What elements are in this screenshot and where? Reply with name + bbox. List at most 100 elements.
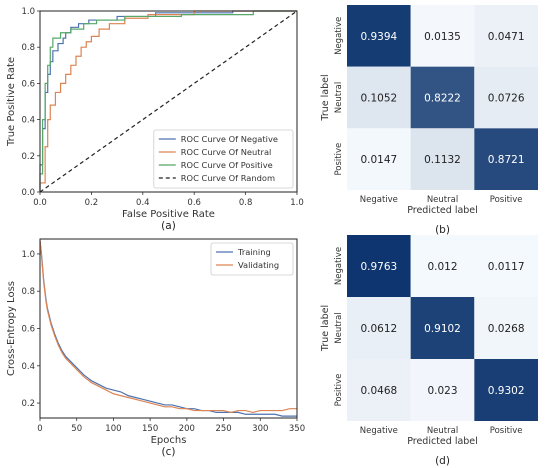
heatmap-cell xyxy=(347,5,411,67)
x-tick-label: 50 xyxy=(71,424,82,434)
cell-value: 0.1052 xyxy=(360,93,397,105)
x-tick-label: Positive xyxy=(490,426,523,436)
legend-entry: ROC Curve Of Positive xyxy=(181,160,273,170)
chart-panel-a: 0.0 0.2 0.4 0.6 0.8 1.0 0.0 0.2 0.4 0.6 0.8 1.0 Fals… xyxy=(6,7,304,232)
x-tick-label: 300 xyxy=(252,424,268,434)
chart-panel-b: 0.9394 0.0135 0.0471 0.1052 0.8222 0.0726 0.01… xyxy=(320,5,538,236)
y-tick-label: Neutral xyxy=(334,82,344,113)
x-tick-label: Negative xyxy=(360,426,398,436)
panel-label: (d) xyxy=(435,455,450,467)
heatmap-cell xyxy=(474,66,538,129)
heatmap-cell xyxy=(347,359,411,421)
heatmap-cell xyxy=(474,359,538,421)
legend: Training Validating xyxy=(210,242,294,276)
y-tick-label: 0.6 xyxy=(21,79,35,89)
x-axis-label: False Positive Rate xyxy=(122,209,215,220)
cell-value: 0.012 xyxy=(427,261,457,273)
cell-value: 0.9763 xyxy=(360,261,397,273)
heatmap-cell xyxy=(410,359,475,421)
y-tick-label: 0.2 xyxy=(21,399,35,409)
y-axis-label: True label xyxy=(320,74,331,121)
plot-frame xyxy=(39,238,298,419)
cell-value: 0.8222 xyxy=(424,93,461,105)
heatmap-cell xyxy=(474,5,538,67)
x-tick-label: Negative xyxy=(360,195,398,205)
x-tick-label: Neutral xyxy=(427,195,458,205)
series-line-2 xyxy=(39,240,297,414)
x-tick-label: 150 xyxy=(142,424,158,434)
cell-value: 0.9102 xyxy=(424,323,461,335)
cell-value: 0.0147 xyxy=(360,154,397,166)
heatmap-cell xyxy=(410,128,475,190)
legend-box xyxy=(153,129,294,189)
x-tick-label: 0.4 xyxy=(136,198,150,208)
legend-entry: Validating xyxy=(238,260,279,270)
x-tick-label: 350 xyxy=(289,424,305,434)
cell-value: 0.0117 xyxy=(488,261,525,273)
series-line-2 xyxy=(39,10,297,192)
cell-value: 0.0268 xyxy=(488,323,525,335)
heatmap-cell xyxy=(347,66,411,129)
x-tick-label: 1.0 xyxy=(290,198,304,208)
heatmap-cell xyxy=(474,235,538,297)
legend-box xyxy=(210,242,294,276)
heatmap-cell xyxy=(347,297,411,359)
cell-value: 0.0135 xyxy=(424,31,461,43)
x-tick-label: 0.8 xyxy=(239,198,253,208)
panel-label: (b) xyxy=(435,224,450,236)
x-tick-label: 250 xyxy=(215,424,231,434)
heatmap-cell xyxy=(410,5,475,67)
legend-entry: ROC Curve Of Random xyxy=(181,173,275,183)
y-tick-label: Neutral xyxy=(334,312,344,343)
chart-panel-d: 0.9763 0.012 0.0117 0.0612 0.9102 0.0268 0.046… xyxy=(320,235,538,467)
legend-entry: Training xyxy=(237,247,271,257)
panel-label: (c) xyxy=(162,446,176,458)
y-tick-label: 1.0 xyxy=(21,250,35,260)
heatmap-cell xyxy=(410,66,475,129)
x-tick-label: 0.6 xyxy=(187,198,201,208)
x-tick-label: 200 xyxy=(179,424,195,434)
cell-value: 0.0726 xyxy=(488,93,525,105)
x-tick-label: 0 xyxy=(37,424,42,434)
heatmap-cell xyxy=(347,128,411,190)
x-tick-label: 100 xyxy=(105,424,121,434)
x-tick-label: Positive xyxy=(490,195,523,205)
y-tick-label: 1.0 xyxy=(21,7,35,17)
x-tick-label: 0.2 xyxy=(85,198,99,208)
y-axis-label: True label xyxy=(320,305,331,352)
y-tick-label: Negative xyxy=(334,247,344,285)
heatmap-cell xyxy=(474,297,538,359)
x-axis-label: Predicted label xyxy=(407,205,478,216)
heatmap-cell xyxy=(410,235,475,297)
y-axis-label: True Positive Rate xyxy=(6,57,17,147)
y-tick-label: 0.2 xyxy=(21,152,35,162)
x-axis-label: Predicted label xyxy=(407,436,478,447)
y-tick-label: Positive xyxy=(334,374,344,407)
series-line-4 xyxy=(39,10,298,193)
cell-value: 0.9394 xyxy=(360,31,397,43)
panel-label: (a) xyxy=(161,220,176,232)
legend-entry: ROC Curve Of Negative xyxy=(181,134,278,144)
y-tick-label: 0.4 xyxy=(21,362,35,372)
heatmap-cell xyxy=(410,297,475,359)
x-axis-label: Epochs xyxy=(151,435,187,446)
heatmap-cell xyxy=(474,128,538,190)
y-axis-label: Cross-Entropy Loss xyxy=(6,281,17,376)
y-tick-label: Negative xyxy=(334,17,344,55)
y-tick-label: 0.0 xyxy=(21,188,35,198)
cell-value: 0.0468 xyxy=(360,385,397,397)
cell-value: 0.9302 xyxy=(488,385,525,397)
heatmap-cell xyxy=(347,235,411,297)
cell-value: 0.0612 xyxy=(360,323,397,335)
cell-value: 0.0471 xyxy=(488,31,525,43)
series-line-3 xyxy=(39,10,297,192)
y-tick-label: Positive xyxy=(334,143,344,176)
legend: ROC Curve Of Negative ROC Curve Of Neutra… xyxy=(153,129,294,189)
y-tick-label: 0.8 xyxy=(21,287,35,297)
series-line-1 xyxy=(39,240,297,417)
cell-value: 0.8721 xyxy=(488,154,525,166)
chart-panel-c: 0 50 100 150 200 250 300 350 0.2 0.4 0.6 0.8 1.0 Epoc… xyxy=(6,238,305,458)
x-tick-label: 0.0 xyxy=(33,198,47,208)
plot-frame xyxy=(39,10,298,193)
